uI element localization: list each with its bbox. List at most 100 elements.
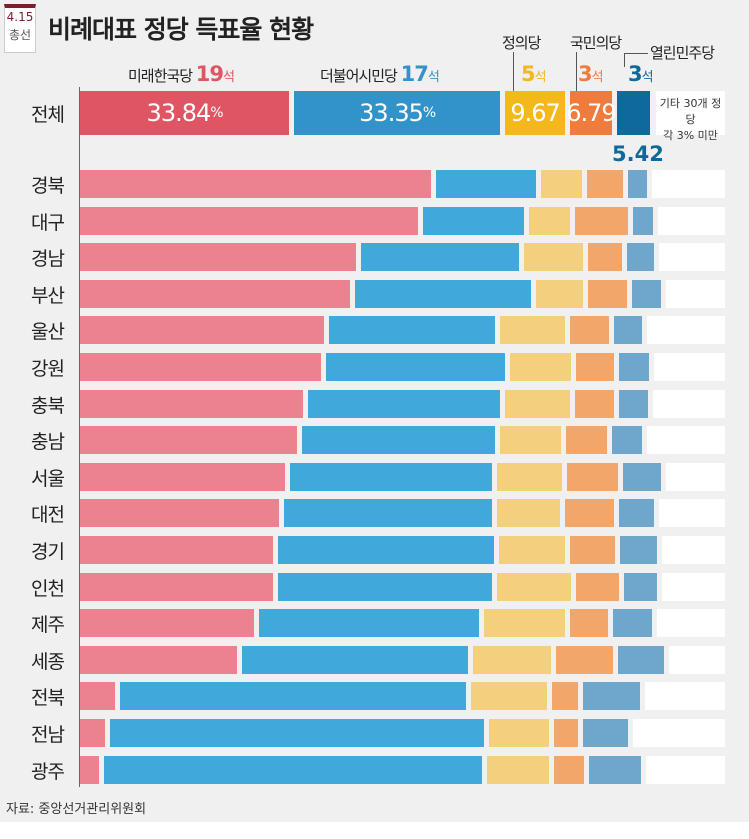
- badge-date: 4.15: [6, 10, 34, 24]
- party-name: 미래한국당: [128, 67, 193, 85]
- seat-unit: 석: [591, 70, 604, 85]
- bar-segment-others: [662, 536, 725, 564]
- row-label: 서울: [31, 467, 65, 490]
- others-note: 기타 30개 정당 각 3% 미만: [656, 91, 725, 142]
- bar-segment: [80, 682, 116, 711]
- party-label-open-democratic: 열린민주당: [650, 44, 715, 62]
- row-label: 경기: [31, 541, 65, 563]
- row-label: 부산: [31, 284, 65, 307]
- bar-segment: [528, 206, 570, 235]
- percent-sign: %: [210, 105, 223, 121]
- bar-segment: [618, 353, 649, 381]
- seat-number: 3: [578, 62, 593, 86]
- bar-segment: [554, 755, 585, 784]
- bar-segment: [301, 426, 495, 455]
- party-label-justice: 정의당: [502, 34, 541, 52]
- bar-segment: [620, 536, 658, 564]
- bar-segment-others: [666, 279, 725, 308]
- bar-segment: [611, 426, 642, 455]
- row-label: 세종: [31, 650, 65, 673]
- bar-segment: [80, 645, 237, 674]
- seat-number: 5: [521, 62, 536, 86]
- bar-segment: [570, 609, 608, 638]
- bar-segment: [329, 316, 496, 345]
- chart-title: 비례대표 정당 득표율 현황: [48, 15, 314, 44]
- bar-segment: [361, 243, 520, 272]
- bar-segment: [627, 170, 647, 198]
- bar-segment: [80, 462, 286, 491]
- bar-segment: [499, 536, 566, 564]
- bar-segment: [570, 536, 616, 564]
- bar-segment: [536, 279, 584, 308]
- seat-count: 19석: [196, 62, 235, 86]
- party-label-deobureo: 더불어시민당 17석: [320, 62, 440, 86]
- overall-value-label: 33.35: [359, 99, 424, 127]
- bar-segment: [499, 426, 561, 455]
- bar-segment: [326, 353, 506, 381]
- bar-segment: [471, 682, 548, 711]
- overall-bar-segment: 33.84%: [80, 91, 290, 135]
- bar-segment: [617, 645, 664, 674]
- bar-segment-others: [658, 206, 725, 235]
- bar-segment: [104, 755, 483, 784]
- seat-unit: 석: [223, 70, 235, 85]
- bar-segment-others: [646, 755, 725, 784]
- bar-segment: [283, 499, 493, 528]
- overall-value-label: 6.79: [566, 99, 616, 127]
- bar-segment: [627, 243, 655, 272]
- bar-segment-others: [653, 389, 725, 418]
- bar-segment-others: [661, 572, 725, 601]
- bar-segment: [80, 316, 325, 345]
- bar-segment-others: [651, 170, 725, 198]
- bar-segment: [80, 572, 273, 601]
- others-note-line: 기타 30개 정당: [659, 97, 722, 126]
- bar-segment: [552, 682, 579, 711]
- bar-segment: [633, 206, 654, 235]
- row-label: 전남: [31, 724, 65, 746]
- leader-line: [513, 52, 514, 92]
- overall-bar-segment: 6.79: [566, 91, 617, 135]
- leader-line: [576, 52, 577, 92]
- seat-unit: 석: [534, 70, 547, 85]
- row-label: 충북: [31, 394, 65, 417]
- bar-segment: [120, 682, 467, 711]
- row-label: 대구: [31, 211, 65, 234]
- seat-unit: 석: [427, 70, 440, 85]
- bar-segment: [541, 170, 582, 198]
- badge-label: 총선: [8, 28, 32, 42]
- bar-segment: [80, 389, 304, 418]
- row-label: 인천: [31, 577, 65, 600]
- bar-segment: [308, 389, 501, 418]
- bar-segment: [565, 499, 615, 528]
- bar-segment: [570, 316, 610, 345]
- bar-segment: [575, 389, 615, 418]
- leader-line: [624, 53, 625, 67]
- bar-segment-others: [665, 462, 725, 491]
- overall-value-open: 5.42: [612, 142, 664, 166]
- bar-segment: [524, 243, 584, 272]
- seat-number: 3: [628, 62, 643, 86]
- seat-number: 17: [400, 62, 429, 86]
- bar-segment: [574, 206, 629, 235]
- leader-line: [624, 53, 648, 54]
- overall-value-label: 33.84: [146, 99, 212, 127]
- bar-segment: [488, 719, 549, 747]
- party-label-people: 국민의당: [570, 34, 622, 52]
- bar-segment: [496, 572, 571, 601]
- others-note-line: 각 3% 미만: [663, 129, 718, 142]
- seat-count-people: 3석: [578, 62, 604, 86]
- bar-segment-others: [668, 645, 725, 674]
- bar-segment: [510, 353, 572, 381]
- party-name: 더불어시민당: [320, 67, 398, 85]
- bar-segment: [566, 462, 619, 491]
- row-label: 경북: [31, 175, 65, 197]
- bar-segment-others: [646, 426, 725, 455]
- bar-segment: [614, 316, 642, 345]
- seat-count: 17석: [400, 62, 440, 86]
- bar-segment-others: [633, 719, 725, 747]
- bar-segment: [505, 389, 571, 418]
- source-note: 자료: 중앙선거관리위원회: [6, 802, 147, 817]
- bar-segment: [575, 572, 620, 601]
- percent-sign: %: [422, 105, 436, 121]
- bar-segment-others: [645, 682, 725, 711]
